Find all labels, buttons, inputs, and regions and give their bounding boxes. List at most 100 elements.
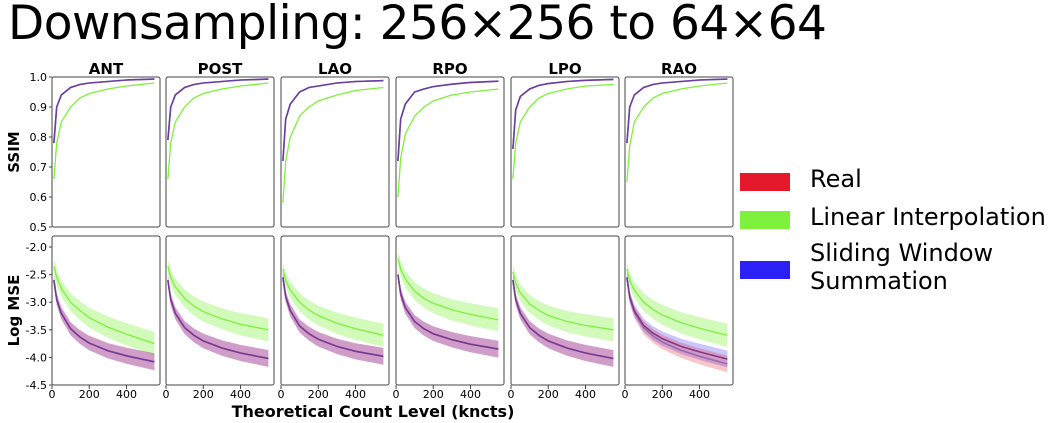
- legend-item-linear-interpolation: Linear Interpolation: [740, 203, 1046, 231]
- x-axis-label: Theoretical Count Level (kncts): [232, 402, 515, 421]
- series-band: [282, 272, 384, 365]
- x-tick-label: 200: [308, 388, 329, 401]
- legend-label-real: Real: [810, 165, 862, 193]
- series-line: [167, 266, 269, 331]
- series-line: [626, 277, 728, 365]
- series-line: [282, 79, 384, 162]
- legend-label-linear-interpolation: Linear Interpolation: [810, 203, 1046, 231]
- panel-title: RAO: [661, 60, 697, 78]
- x-tick-label: 0: [49, 388, 56, 401]
- series-band: [397, 269, 499, 358]
- panel-title: LAO: [318, 60, 352, 78]
- series-line: [512, 271, 614, 331]
- legend-label-line: Sliding Window: [810, 239, 994, 267]
- panel-frame: [165, 76, 275, 228]
- series-line: [397, 80, 499, 162]
- y-tick-label: -3.5: [26, 324, 47, 337]
- x-tick-label: 400: [116, 388, 137, 401]
- panel-frame: [280, 235, 390, 386]
- x-tick-label: 400: [460, 388, 481, 401]
- panel-frame: [624, 235, 734, 386]
- series-band: [53, 274, 155, 371]
- series-line: [512, 279, 614, 360]
- panel-title: RPO: [432, 60, 467, 78]
- series-line: [626, 78, 728, 144]
- y-tick-label: -3.0: [26, 296, 47, 309]
- panel-frame: [510, 76, 620, 228]
- panel-frame: [165, 235, 275, 386]
- panel-title: POST: [198, 60, 244, 78]
- panel-title: ANT: [89, 60, 124, 78]
- series-line: [53, 279, 155, 363]
- series-line: [282, 268, 384, 336]
- y-axis-label: Log MSE: [5, 275, 23, 347]
- y-tick-label: 0.6: [30, 191, 48, 204]
- series-line: [167, 279, 269, 360]
- panel-frame: [624, 76, 734, 228]
- series-band: [626, 261, 728, 347]
- series-line: [397, 257, 499, 321]
- y-tick-label: -4.0: [26, 351, 47, 364]
- series-line: [53, 82, 155, 180]
- series-band: [282, 272, 384, 365]
- series-band: [512, 264, 614, 342]
- x-tick-label: 0: [508, 388, 515, 401]
- x-tick-label: 0: [393, 388, 400, 401]
- y-tick-label: -4.5: [26, 379, 47, 392]
- y-tick-label: 1.0: [30, 71, 48, 84]
- panel-frame: [51, 76, 161, 228]
- x-tick-label: 200: [193, 388, 214, 401]
- x-tick-label: 400: [575, 388, 596, 401]
- x-tick-label: 200: [652, 388, 673, 401]
- y-tick-label: 0.7: [30, 161, 48, 174]
- panel-frame: [51, 235, 161, 386]
- series-band: [53, 274, 155, 371]
- series-band: [167, 259, 269, 342]
- x-tick-label: 200: [423, 388, 444, 401]
- legend-label-line: Summation: [810, 267, 948, 295]
- series-band: [397, 269, 499, 358]
- x-tick-label: 400: [345, 388, 366, 401]
- legend-swatch-sliding-window-summation: [740, 261, 790, 279]
- legend-label-line: Linear Interpolation: [810, 203, 1046, 231]
- series-band: [512, 274, 614, 367]
- x-tick-label: 0: [278, 388, 285, 401]
- x-tick-label: 0: [622, 388, 629, 401]
- series-line: [626, 268, 728, 336]
- panel-frame: [280, 76, 390, 228]
- x-tick-label: 0: [163, 388, 170, 401]
- series-line: [626, 82, 728, 183]
- panel-title: LPO: [548, 60, 581, 78]
- series-band: [53, 259, 155, 356]
- page-title: Downsampling: 256×256 to 64×64: [8, 0, 827, 51]
- y-axis-label: SSIM: [5, 131, 23, 172]
- y-tick-label: 0.5: [30, 221, 48, 234]
- panel-frame: [395, 235, 505, 386]
- series-band: [626, 272, 728, 373]
- series-band: [282, 261, 384, 347]
- y-tick-label: -2.5: [26, 269, 47, 282]
- x-tick-label: 200: [538, 388, 559, 401]
- x-tick-label: 200: [79, 388, 100, 401]
- legend-swatch-linear-interpolation: [740, 211, 790, 229]
- x-tick-label: 400: [230, 388, 251, 401]
- series-line: [512, 78, 614, 150]
- series-band: [167, 274, 269, 367]
- series-line: [167, 78, 269, 141]
- panel-frame: [510, 235, 620, 386]
- y-tick-label: 0.8: [30, 131, 48, 144]
- series-line: [282, 86, 384, 204]
- series-line: [397, 88, 499, 198]
- series-line: [167, 82, 269, 180]
- legend-label-sliding-window-summation: Sliding Window Summation: [810, 239, 993, 295]
- series-band: [397, 250, 499, 332]
- legend-swatch-real: [740, 173, 790, 191]
- x-tick-label: 400: [689, 388, 710, 401]
- legend-label-line: Real: [810, 165, 862, 193]
- series-line: [53, 266, 155, 345]
- y-tick-label: -2.0: [26, 241, 47, 254]
- series-line: [53, 78, 155, 144]
- series-band: [167, 274, 269, 367]
- legend-item-real: Real: [740, 165, 862, 193]
